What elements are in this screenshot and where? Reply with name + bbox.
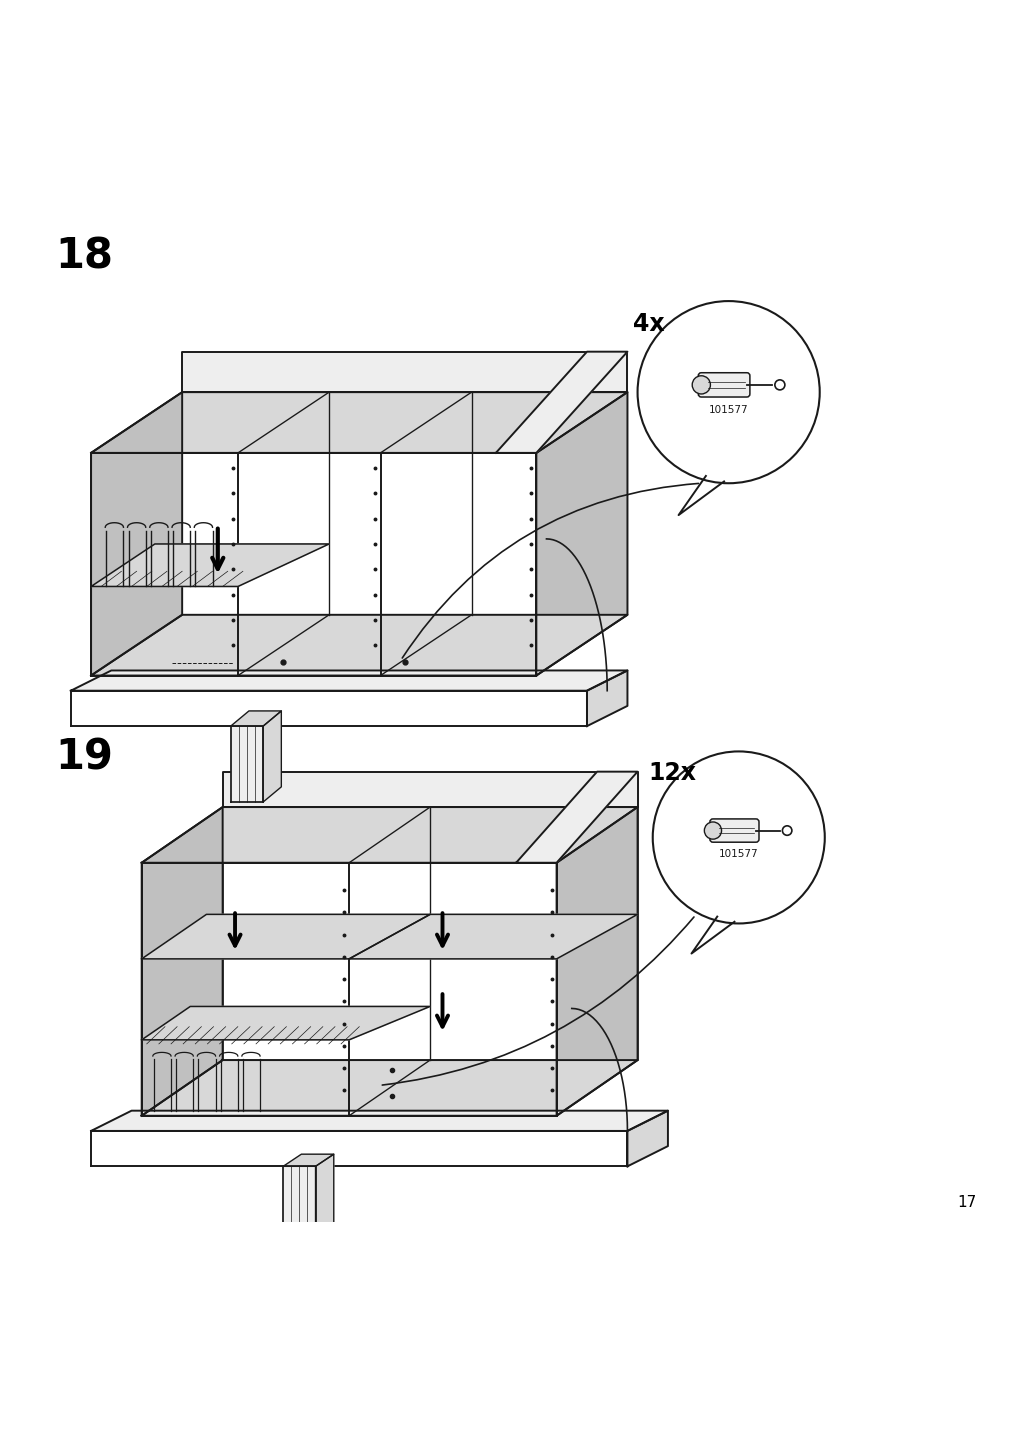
Polygon shape [516,772,637,862]
FancyBboxPatch shape [710,819,758,842]
Polygon shape [263,710,281,802]
Circle shape [637,301,819,483]
Text: 18: 18 [56,235,113,278]
Polygon shape [142,1007,430,1040]
Polygon shape [222,772,637,808]
Polygon shape [315,1154,334,1247]
Polygon shape [91,544,329,587]
Polygon shape [91,614,627,676]
FancyBboxPatch shape [698,372,749,397]
Polygon shape [142,1060,637,1116]
Polygon shape [677,475,724,516]
Polygon shape [231,710,281,726]
Polygon shape [91,1111,667,1131]
Polygon shape [556,808,637,1116]
Polygon shape [142,915,430,959]
Polygon shape [691,916,734,954]
Polygon shape [91,1131,627,1166]
Text: 12x: 12x [648,760,696,785]
Text: 17: 17 [956,1194,976,1210]
Circle shape [692,375,710,394]
Circle shape [704,822,721,839]
Polygon shape [283,1154,334,1166]
Polygon shape [142,808,637,862]
Polygon shape [91,392,627,453]
Circle shape [652,752,824,924]
Polygon shape [142,808,222,1116]
Polygon shape [586,670,627,726]
Polygon shape [283,1166,315,1247]
Polygon shape [349,915,637,959]
Polygon shape [91,453,536,676]
Polygon shape [142,862,556,1116]
Polygon shape [91,392,182,676]
Text: 4x: 4x [633,312,664,337]
Polygon shape [182,392,627,614]
Polygon shape [536,392,627,676]
Polygon shape [222,808,637,1060]
Text: 101577: 101577 [718,849,758,859]
Polygon shape [627,1111,667,1166]
Polygon shape [231,726,263,802]
Text: 101577: 101577 [708,405,748,415]
Polygon shape [71,670,627,690]
Polygon shape [71,690,586,726]
Polygon shape [495,352,627,453]
Text: 19: 19 [56,736,113,778]
Polygon shape [182,352,627,392]
